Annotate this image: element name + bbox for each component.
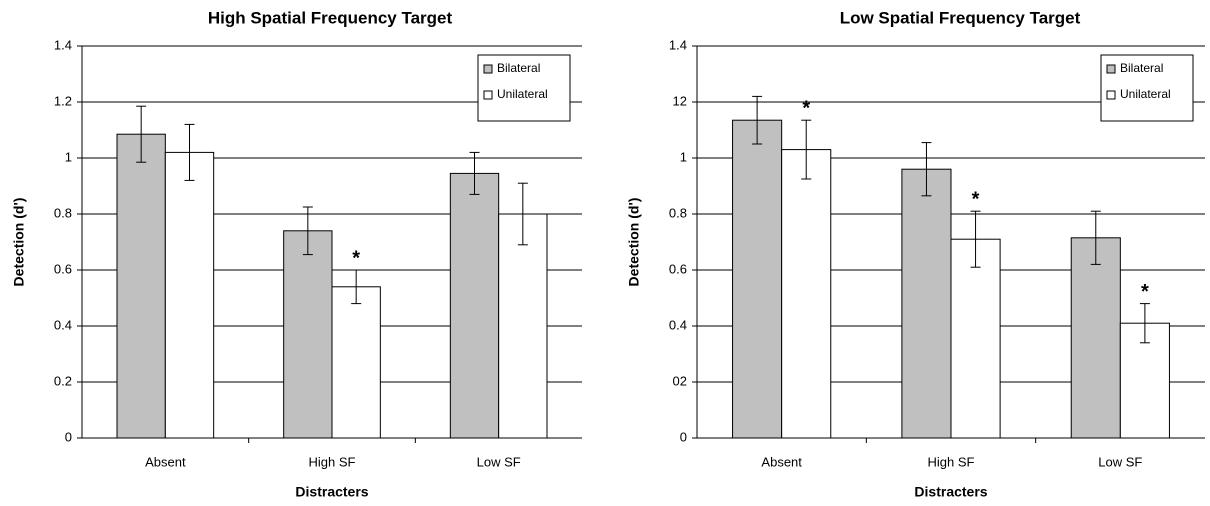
y-axis-title: Detection (d') [11,198,27,287]
y-tick-label: 0 [65,429,72,444]
x-tick-label: Absent [761,454,802,469]
legend-swatch [483,64,493,74]
legend-box [1100,54,1194,122]
y-tick-label: 1.4 [54,37,72,52]
chart-title: High Spatial Frequency Target [208,8,453,27]
y-tick-label: 0.8 [669,205,687,220]
x-tick-label: Absent [145,454,186,469]
error-bar [469,151,480,195]
y-tick-label: 0.6 [54,261,72,276]
y-tick-label: 0.2 [54,373,72,388]
significance-marker: * [352,247,360,269]
chart-panel: High Spatial Frequency Target Detection (… [11,8,582,500]
x-axis-title: Distracters [914,484,987,500]
y-tick-label: 1.2 [54,93,72,108]
legend-label: Bilateral [497,61,540,75]
y-tick-label: 0.4 [54,317,72,332]
error-bar [184,123,195,181]
legend-box [477,54,571,122]
error-bar [970,210,981,268]
bar [1070,237,1121,439]
y-tick-label: 1 [65,149,72,164]
error-bar [1139,303,1150,344]
error-bar [801,119,812,180]
x-axis-title: Distracters [295,484,368,500]
bar [283,230,333,439]
y-tick-label: 02 [673,373,687,388]
significance-marker: * [1141,281,1149,303]
significance-marker: * [972,188,980,210]
error-bar [752,95,763,145]
y-tick-label: 0.8 [54,205,72,220]
legend-swatch [1106,64,1116,74]
bar [901,168,952,439]
y-axis-title: Detection (d') [626,198,642,287]
legend-label: Unilateral [1120,87,1171,101]
bar [116,133,166,439]
x-tick-label: High SF [309,454,356,469]
legend-swatch [483,90,493,100]
significance-marker: * [802,97,810,119]
y-tick-label: 0.4 [669,317,687,332]
y-tick-label: 1.4 [669,37,687,52]
error-bar [1090,210,1101,265]
legend-label: Bilateral [1120,61,1163,75]
bar [732,119,783,439]
bar [331,286,381,439]
error-bar [517,182,528,246]
bar [950,238,1001,439]
legend-swatch [1106,90,1116,100]
bar [781,149,832,439]
x-tick-label: High SF [928,454,975,469]
y-tick-label: 1 [680,149,687,164]
legend-label: Unilateral [497,87,548,101]
y-tick-label: 0.6 [669,261,687,276]
error-bar [921,142,932,197]
y-tick-label: 12 [673,93,687,108]
chart-title: Low Spatial Frequency Target [840,8,1081,27]
bar [164,151,215,439]
bar [449,172,500,439]
x-tick-label: Low SF [1098,454,1142,469]
error-bar [302,206,313,256]
y-tick-label: 0 [680,429,687,444]
bar [498,213,548,439]
chart-panel: Low Spatial Frequency Target Detection (d… [626,8,1205,500]
x-tick-label: Low SF [477,454,521,469]
error-bar [136,105,147,163]
error-bar [351,269,362,305]
